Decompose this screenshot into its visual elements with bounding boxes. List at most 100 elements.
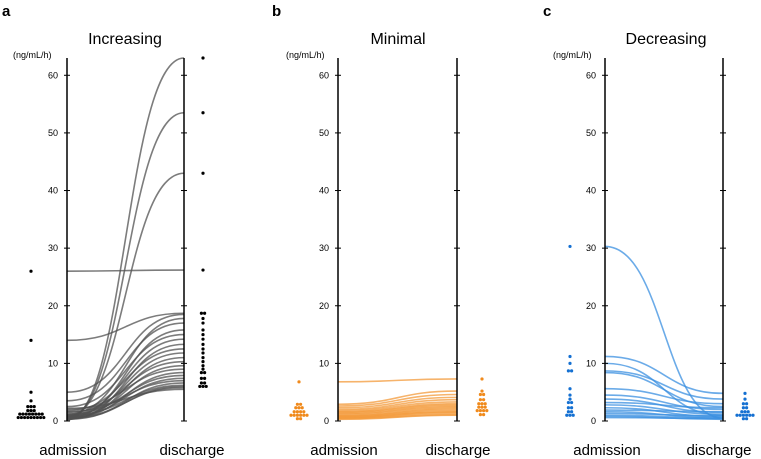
admission-point [26, 409, 30, 413]
series-group [337, 378, 458, 421]
admission-point [302, 413, 306, 417]
unit-label: (ng/mL/h) [553, 50, 592, 60]
y-tick-label: 20 [48, 301, 58, 311]
discharge-point [201, 367, 205, 371]
admission-point [19, 415, 23, 420]
series-line [604, 394, 724, 411]
y-tick-label: 20 [319, 301, 329, 311]
discharge-point [745, 406, 749, 410]
discharge-point [478, 392, 482, 397]
series-line [604, 355, 724, 395]
discharge-point [201, 321, 205, 325]
y-tick-label: 0 [324, 416, 329, 426]
discharge-point [203, 371, 207, 375]
series-line [337, 393, 458, 407]
series-line [66, 385, 185, 420]
discharge-point [745, 402, 749, 406]
discharge-point [743, 391, 747, 395]
admission-point [292, 413, 296, 417]
admission-point [32, 404, 36, 409]
discharge-point [201, 356, 205, 360]
admission-point [566, 400, 571, 405]
series-line [66, 313, 185, 393]
discharge-point [741, 413, 746, 417]
discharge-point [203, 376, 207, 380]
admission-point [37, 412, 41, 416]
discharge-point [745, 413, 749, 417]
discharge-point [475, 409, 479, 413]
discharge-point [204, 384, 208, 389]
discharge-point [748, 413, 752, 417]
y-tick-label: 10 [586, 358, 596, 368]
admission-point [571, 413, 575, 417]
series-line [604, 409, 724, 413]
discharge-point [201, 56, 205, 60]
panel-title: Decreasing [626, 31, 707, 48]
series-line [604, 416, 724, 420]
admission-point [570, 369, 574, 373]
y-tick-label: 30 [48, 243, 58, 253]
unit-label: (ng/mL/h) [286, 50, 325, 60]
admission-point [26, 404, 30, 409]
admission-point [566, 410, 571, 414]
admission-point [568, 244, 572, 249]
discharge-point [478, 398, 482, 402]
discharge-label: discharge [686, 442, 751, 459]
admission-point [29, 404, 33, 409]
discharge-point [203, 381, 207, 385]
series-line [337, 401, 458, 412]
discharge-point [483, 405, 487, 409]
discharge-point [198, 384, 202, 389]
discharge-point [745, 417, 749, 421]
y-tick-label: 0 [591, 416, 596, 426]
admission-label: admission [39, 442, 107, 459]
discharge-point [743, 410, 747, 414]
series-line [604, 370, 724, 400]
discharge-point [480, 389, 484, 393]
discharge-point [478, 413, 482, 417]
admission-point [292, 410, 296, 414]
admission-point [568, 361, 572, 365]
discharge-point [201, 171, 205, 175]
series-line [604, 371, 724, 408]
y-tick-label: 40 [586, 186, 596, 196]
y-tick-label: 30 [586, 243, 596, 253]
series-line [66, 384, 185, 417]
panel-title: Minimal [370, 31, 425, 48]
admission-point [16, 415, 20, 420]
admission-point [570, 406, 574, 410]
admission-point [570, 410, 574, 414]
discharge-point [741, 406, 746, 410]
discharge-point [201, 337, 205, 341]
discharge-label: discharge [425, 442, 490, 459]
admission-point [295, 410, 299, 414]
discharge-point [746, 410, 750, 414]
admission-point [29, 269, 33, 273]
discharge-point [482, 409, 486, 413]
y-tick-label: 50 [48, 128, 58, 138]
panel-c: c Decreasing (ng/mL/h) admission dischar… [543, 3, 755, 459]
admission-point [299, 402, 303, 406]
admission-point [568, 413, 572, 417]
admission-point [289, 413, 293, 417]
series-line [66, 379, 185, 413]
admission-point [570, 400, 574, 405]
discharge-point [480, 377, 484, 381]
admission-point [29, 338, 33, 342]
series-line [604, 412, 724, 417]
series-line [604, 387, 724, 405]
admission-point [294, 406, 298, 410]
admission-point [565, 413, 569, 417]
admission-point [27, 412, 31, 416]
admission-label: admission [310, 442, 378, 459]
series-group [604, 245, 724, 421]
discharge-point [201, 332, 205, 337]
series-line [604, 401, 724, 409]
discharge-label: discharge [159, 442, 224, 459]
admission-point [30, 412, 35, 416]
series-line [337, 404, 458, 414]
panel-letter: a [2, 3, 11, 20]
admission-point [299, 413, 303, 417]
discharge-point [201, 316, 205, 321]
